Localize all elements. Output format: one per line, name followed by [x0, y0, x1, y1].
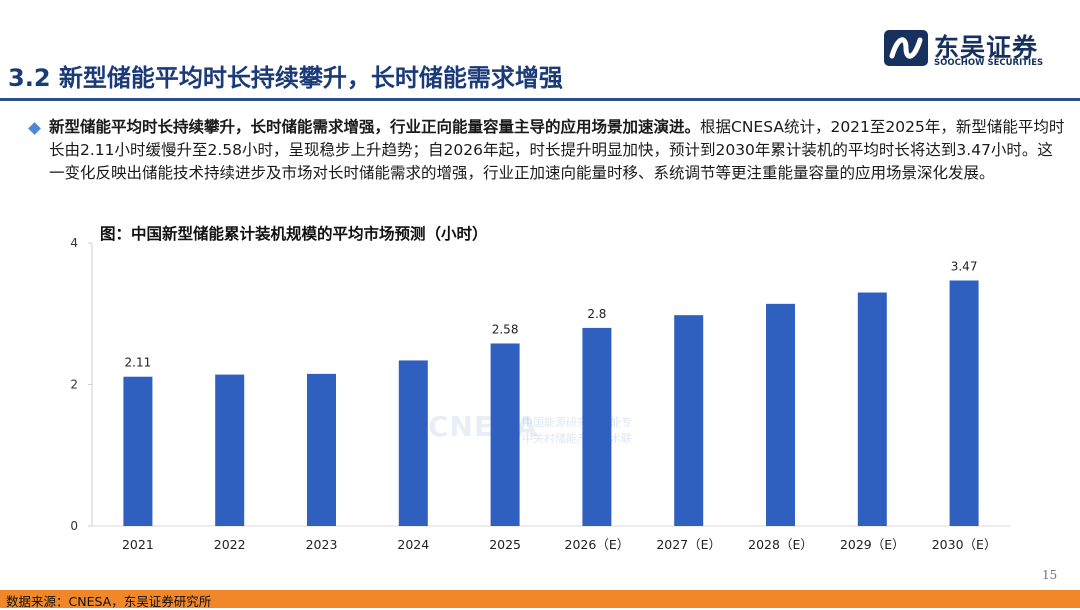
- y-tick-label: 0: [70, 519, 78, 533]
- summary-bullet: 新型储能平均时长持续攀升，长时储能需求增强，行业正向能量容量主导的应用场景加速演…: [26, 116, 1066, 185]
- data-label: 2.58: [492, 322, 519, 336]
- bar: [123, 376, 153, 526]
- x-tick-label: 2026（E）: [565, 537, 630, 552]
- x-tick-label: 2022: [214, 537, 246, 552]
- y-tick-label: 4: [70, 236, 78, 250]
- bar: [490, 343, 520, 526]
- x-tick-label: 2030（E）: [932, 537, 997, 552]
- bullet-body: 根据CNESA统计，2021至2025年，新型储能平均时长由2.11小时缓慢升至…: [49, 118, 1065, 182]
- x-tick-label: 2025: [489, 537, 521, 552]
- brand-logo: 东吴证券 SOOCHOW SECURITIES: [884, 30, 1064, 70]
- bar: [582, 327, 612, 526]
- brand-name-en: SOOCHOW SECURITIES: [934, 58, 1044, 68]
- data-label: 2.11: [125, 356, 152, 370]
- footer-source: 数据来源：CNESA，东吴证券研究所: [6, 594, 212, 609]
- bar: [766, 303, 795, 526]
- page-title: 3.2 新型储能平均时长持续攀升，长时储能需求增强: [8, 64, 563, 92]
- bar: [398, 360, 428, 526]
- x-tick-label: 2023: [306, 537, 338, 552]
- bullet-paragraph: 新型储能平均时长持续攀升，长时储能需求增强，行业正向能量容量主导的应用场景加速演…: [49, 116, 1066, 185]
- bullet-diamond-icon: [28, 122, 41, 135]
- x-tick-label: 2021: [122, 537, 154, 552]
- data-label: 2.8: [587, 307, 606, 321]
- title-divider: [0, 98, 1080, 101]
- bar-chart: 0 2 4 2021 2.11 2022 2023 2024 2025 2.58 2026（E） 2.…: [70, 236, 1010, 552]
- y-tick-label: 2: [70, 378, 78, 392]
- chart-title: 图：中国新型储能累计装机规模的平均市场预测（小时）: [100, 225, 488, 243]
- bar: [215, 374, 245, 526]
- bar: [674, 315, 704, 526]
- bullet-bold-lead: 新型储能平均时长持续攀升，长时储能需求增强，行业正向能量容量主导的应用场景加速演…: [49, 118, 701, 136]
- x-tick-label: 2027（E）: [656, 537, 721, 552]
- bar: [857, 292, 887, 526]
- page-number: 15: [1042, 568, 1058, 582]
- bar: [949, 280, 979, 526]
- brand-name-cn: 东吴证券: [934, 33, 1039, 62]
- x-tick-label: 2028（E）: [748, 537, 813, 552]
- bar: [307, 373, 336, 526]
- soochow-logo-icon: [884, 30, 928, 66]
- footer-bar: 数据来源：CNESA，东吴证券研究所: [0, 590, 1080, 609]
- x-tick-label: 2029（E）: [840, 537, 905, 552]
- x-tick-label: 2024: [397, 537, 429, 552]
- data-label: 3.47: [951, 259, 978, 273]
